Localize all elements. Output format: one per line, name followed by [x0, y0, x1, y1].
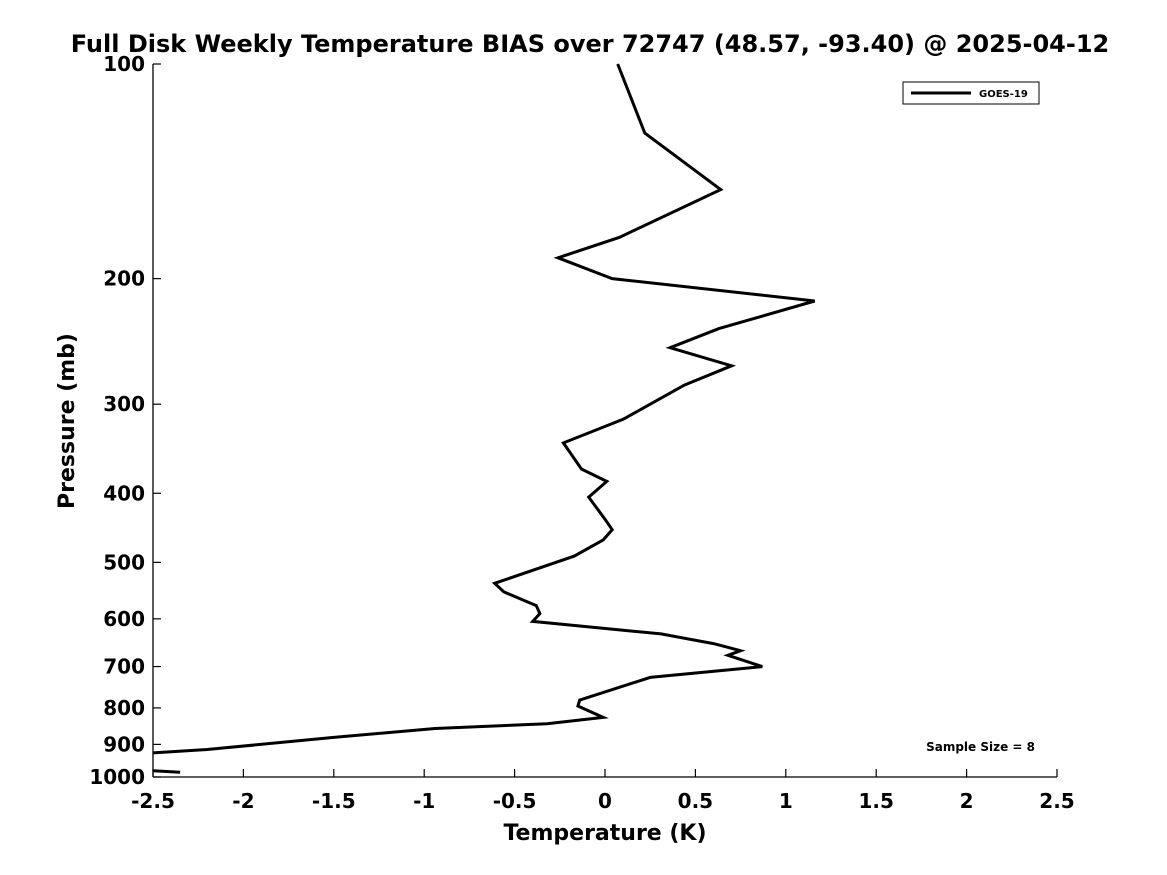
x-tick-label: -1.5 [312, 789, 356, 813]
series-line-goes-19-2 [152, 769, 181, 774]
legend-label: GOES-19 [979, 89, 1028, 100]
y-tick-label: 800 [103, 696, 145, 720]
y-tick-label: 700 [103, 655, 145, 679]
x-tick-label: 2 [960, 789, 974, 813]
x-tick-label: 0 [598, 789, 612, 813]
series-group [152, 63, 816, 774]
y-axis-label: Pressure (mb) [55, 333, 80, 509]
x-tick-label: 2.5 [1039, 789, 1074, 813]
legend: GOES-19 [902, 81, 1040, 105]
y-tick-label: 300 [103, 392, 145, 416]
sample-size-annotation: Sample Size = 8 [926, 740, 1035, 754]
x-ticks: -2.5 -2 -1.5 -1 -0.5 0 0.5 1 1.5 2 2.5 [131, 769, 1075, 813]
series-line-goes-19-1 [152, 63, 816, 755]
x-tick-label: 1.5 [858, 789, 893, 813]
y-tick-label: 200 [103, 267, 145, 291]
x-tick-label: -1 [413, 789, 435, 813]
x-tick-label: 0.5 [678, 789, 713, 813]
y-tick-label: 400 [103, 481, 145, 505]
y-tick-label: 900 [103, 732, 145, 756]
chart-title: Full Disk Weekly Temperature BIAS over 7… [71, 30, 1110, 58]
y-tick-label: 600 [103, 607, 145, 631]
y-ticks: 100 200 300 400 500 600 700 800 900 1000 [89, 52, 161, 789]
x-tick-label: -0.5 [493, 789, 537, 813]
plot-area [152, 64, 1057, 778]
y-tick-label: 1000 [89, 765, 145, 789]
x-tick-label: -2 [232, 789, 254, 813]
x-tick-label: 1 [779, 789, 793, 813]
y-tick-label: 500 [103, 550, 145, 574]
x-axis-label: Temperature (K) [503, 821, 706, 846]
y-tick-label: 100 [103, 52, 145, 76]
x-tick-label: -2.5 [131, 789, 175, 813]
